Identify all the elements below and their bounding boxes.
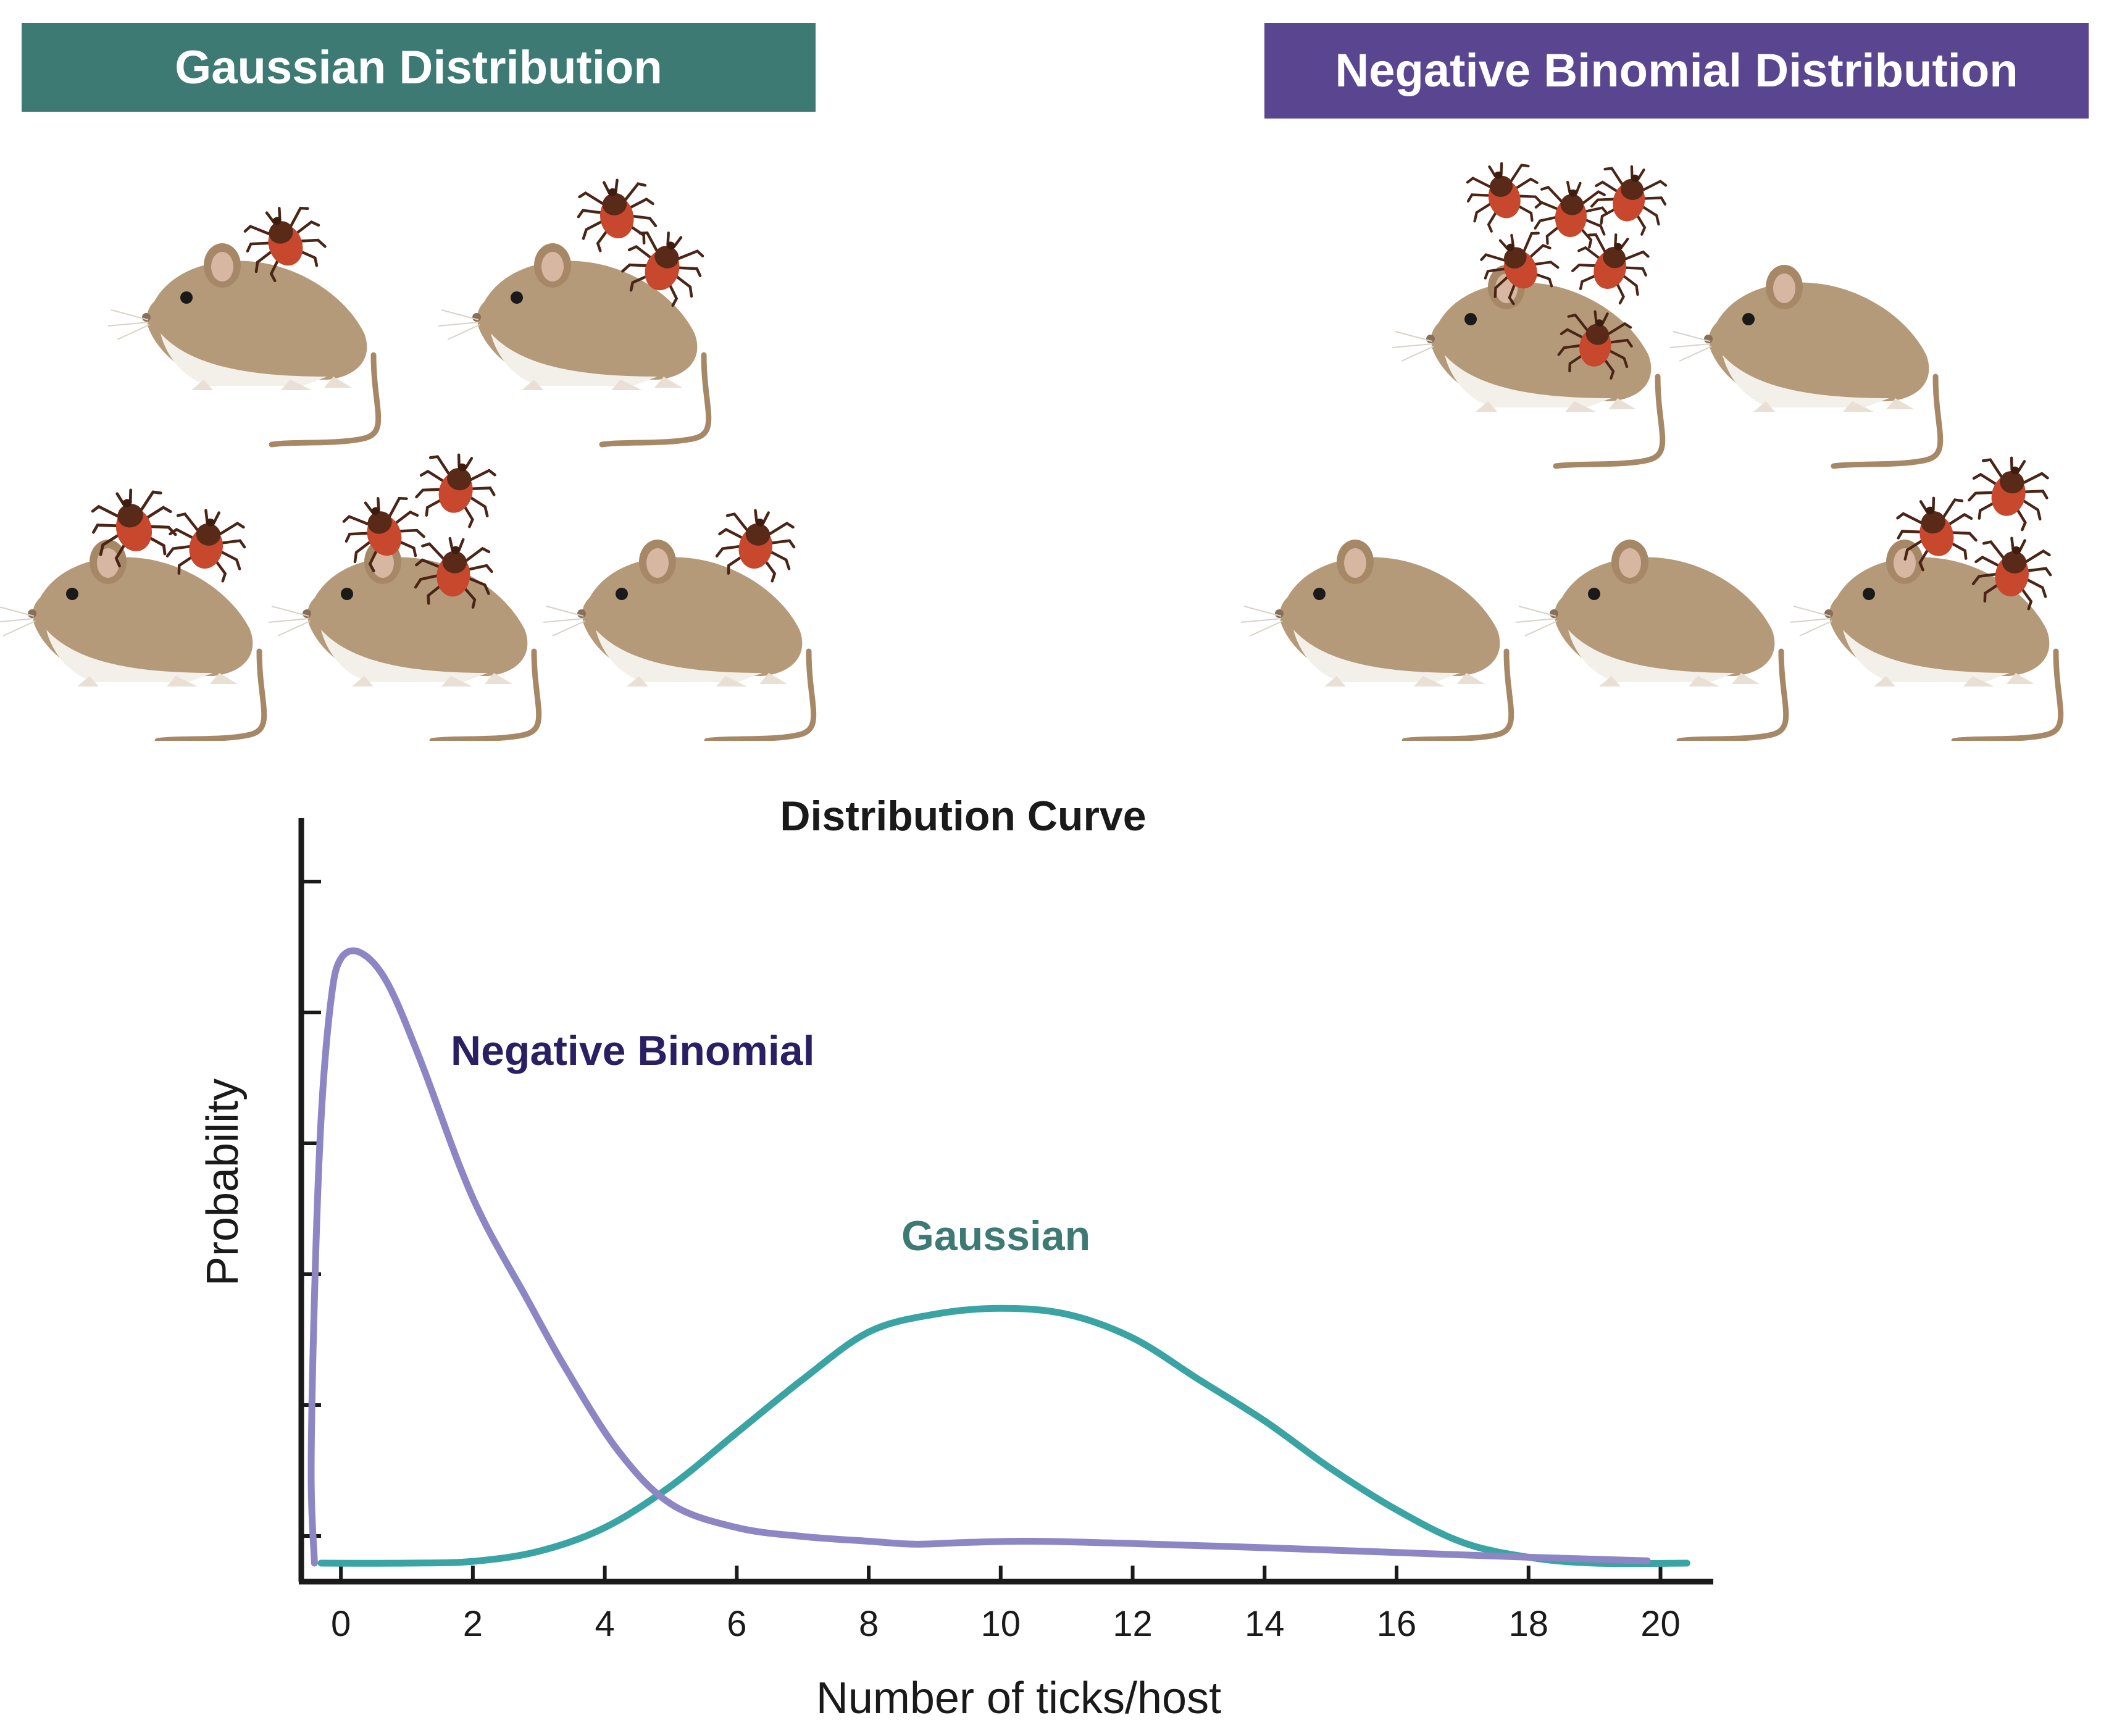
x-tick-label: 6 [727,1604,746,1644]
gaussian-mouse-1 [108,198,378,444]
x-tick-label: 8 [859,1604,879,1644]
x-tick-label: 0 [331,1604,351,1644]
gaussian-mouse-4 [269,447,539,741]
x-tick-label: 14 [1245,1604,1285,1644]
negative-binomial-banner: Negative Binomial Distribution [1264,23,2089,119]
negbin-banner-title: Negative Binomial Distribution [1335,44,2018,97]
gaussian-banner-title: Gaussian Distribution [175,41,662,94]
gaussian-mouse-5 [543,505,814,741]
x-tick-label: 4 [595,1604,614,1644]
negbin-mouse-2 [1670,265,1940,466]
gaussian-curve [317,1304,1690,1567]
negbin-mouse-4 [1516,540,1786,741]
negbin-mouse-5 [1790,450,2061,741]
x-tick-label: 10 [981,1604,1021,1644]
gaussian-mouse-2 [438,175,710,444]
gaussian-distribution-banner: Gaussian Distribution [22,23,816,112]
x-axis-ticks: 0 2 4 6 8 10 12 14 16 18 20 [331,1566,1681,1644]
chart-axes [298,818,1713,1585]
negative-binomial-series-label: Negative Binomial [451,1027,815,1074]
x-tick-label: 18 [1509,1604,1549,1644]
x-tick-label: 16 [1377,1604,1417,1644]
y-axis-ticks [301,880,321,1538]
x-tick-label: 2 [463,1604,483,1644]
gaussian-mouse-3 [0,482,264,741]
x-axis-label: Number of ticks/host [816,1674,1221,1723]
y-axis-label: Probability [198,1079,248,1286]
series-layer [307,947,1690,1567]
negative-binomial-curve [307,947,1651,1567]
gaussian-series-label: Gaussian [901,1212,1090,1259]
negbin-mouse-1 [1392,156,1673,466]
chart-title: Distribution Curve [780,793,1146,840]
negbin-mouse-3 [1241,540,1511,741]
x-tick-label: 12 [1113,1604,1153,1644]
x-tick-label: 20 [1640,1604,1681,1644]
